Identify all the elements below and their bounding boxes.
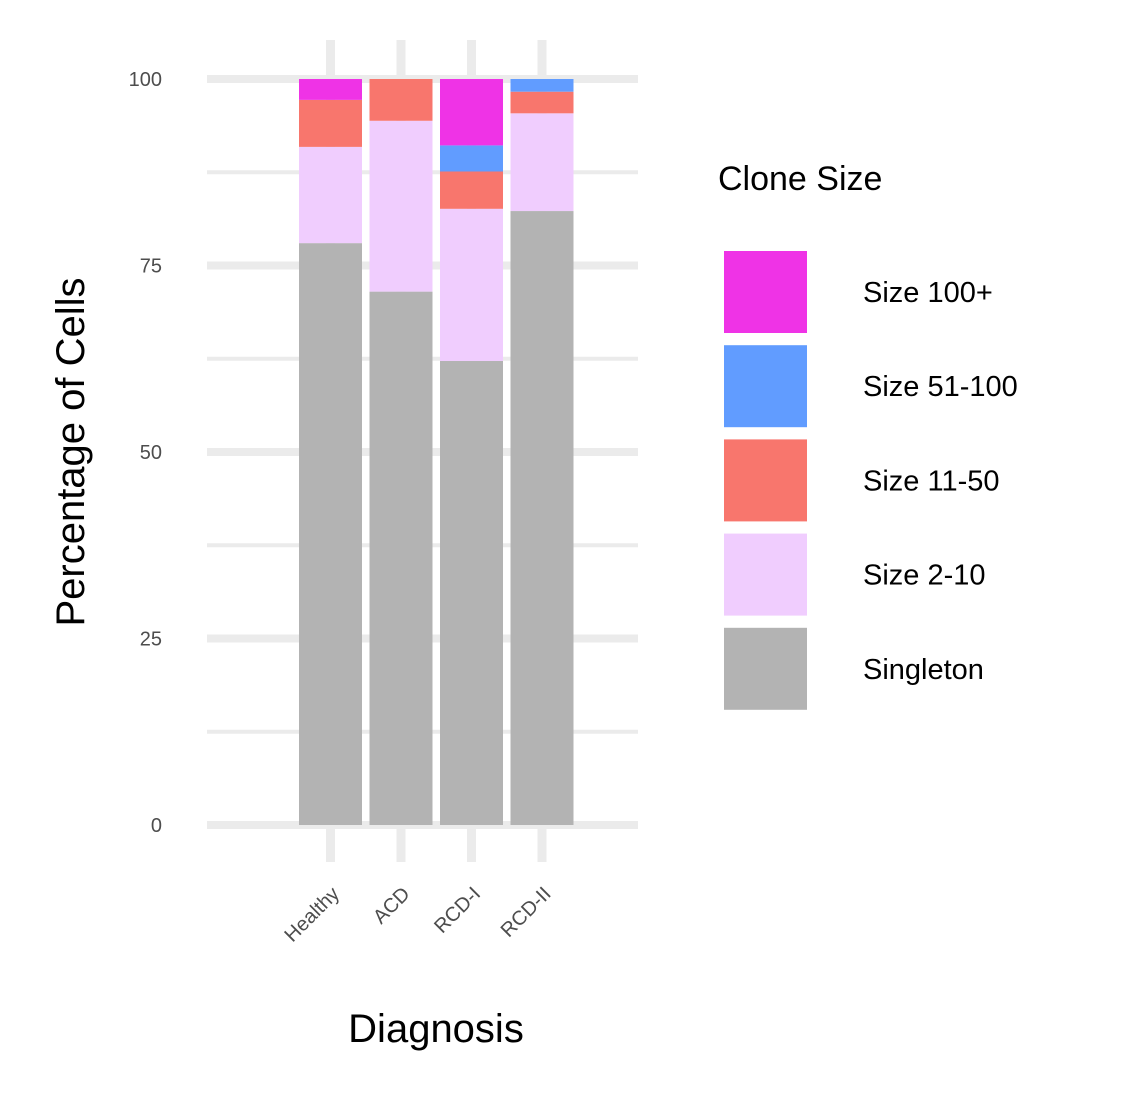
bar-acd-size-2-10: [369, 120, 433, 292]
legend-items: Size 100+ Size 51-100 Size 11-50 Size 2-10 S…: [724, 251, 1018, 710]
x-tick-label: ACD: [369, 883, 414, 928]
bar-rcd-ii-size-11-50: [510, 91, 574, 114]
bar-healthy-singleton: [299, 243, 362, 825]
x-tick-label: RCD-I: [430, 883, 485, 938]
y-axis-title: Percentage of Cells: [49, 277, 93, 626]
y-tick-labels: 0 25 50 75 100: [129, 69, 162, 837]
legend-swatch: [724, 533, 807, 616]
legend-label: Size 2-10: [863, 560, 986, 592]
bar-rcd-i-size-100-: [440, 79, 503, 146]
bar-rcd-i-singleton: [440, 360, 503, 825]
y-tick-label: 25: [140, 629, 162, 651]
y-tick-label: 0: [151, 815, 162, 837]
legend-title: Clone Size: [718, 160, 882, 198]
bar-rcd-i-size-2-10: [440, 208, 503, 361]
x-tick-labels: Healthy ACD RCD-I RCD-II: [281, 883, 556, 947]
bar-rcd-ii-size-51-100: [510, 79, 574, 92]
legend-label: Size 51-100: [863, 371, 1018, 403]
legend-swatch: [724, 345, 807, 428]
x-tick-label: Healthy: [281, 883, 345, 947]
bar-healthy-size-11-50: [299, 99, 362, 147]
bar-acd-singleton: [369, 291, 433, 825]
x-axis-title: Diagnosis: [348, 1007, 524, 1051]
bar-healthy-size-100-: [299, 79, 362, 100]
legend-label: Singleton: [863, 654, 984, 686]
bar-healthy-size-2-10: [299, 146, 362, 244]
legend-swatch: [724, 627, 807, 710]
legend-label: Size 11-50: [863, 465, 1000, 497]
bar-rcd-i-size-51-100: [440, 145, 503, 172]
legend-swatch: [724, 251, 807, 333]
y-tick-label: 75: [140, 256, 162, 278]
legend: Clone Size Size 100+ Size 51-100 Size 11-5…: [718, 160, 1018, 710]
x-tick-label: RCD-II: [497, 883, 556, 942]
bar-rcd-i-size-11-50: [440, 171, 503, 209]
bar-acd-size-11-50: [369, 79, 433, 121]
legend-swatch: [724, 439, 807, 522]
bars: [299, 79, 574, 826]
y-tick-label: 50: [140, 442, 162, 464]
bar-rcd-ii-singleton: [510, 211, 574, 826]
bar-rcd-ii-size-2-10: [510, 113, 574, 212]
y-tick-label: 100: [129, 69, 162, 91]
legend-label: Size 100+: [863, 277, 993, 309]
